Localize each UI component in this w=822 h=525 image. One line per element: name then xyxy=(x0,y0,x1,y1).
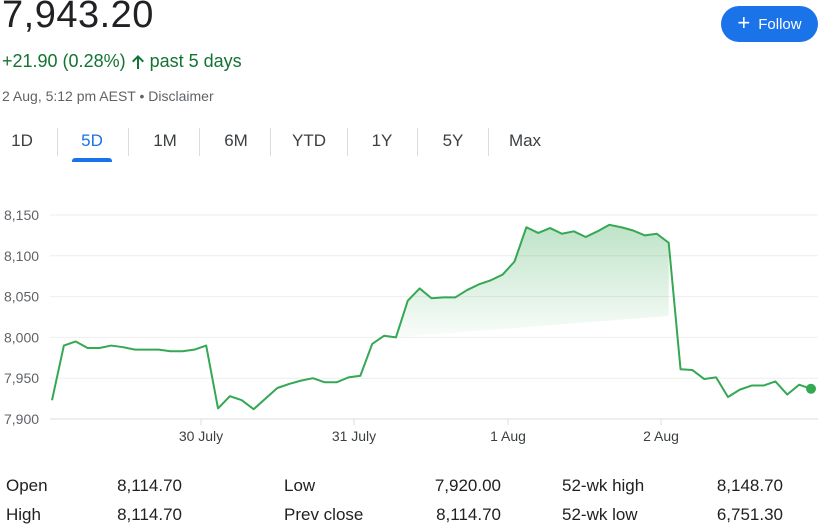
y-tick-label: 7,950 xyxy=(4,370,39,386)
x-tick-label: 1 Aug xyxy=(490,428,526,444)
tab-5y[interactable]: 5Y xyxy=(442,131,464,150)
plus-icon: + xyxy=(737,10,751,35)
x-tick-label: 30 July xyxy=(179,428,223,444)
price-chart[interactable]: 8,150 8,100 8,050 8,000 7,950 7,900 30 July 31 … xyxy=(0,190,822,450)
tab-1m[interactable]: 1M xyxy=(153,131,177,150)
tab-divider xyxy=(270,128,271,156)
stat-52wkhigh-label: 52-wk high xyxy=(562,476,645,495)
x-tick-label: 2 Aug xyxy=(643,428,679,444)
tab-5d[interactable]: 5D xyxy=(72,122,112,162)
x-tick-label: 31 July xyxy=(332,428,376,444)
stat-52wklow-value: 6,751.30 xyxy=(716,505,783,524)
tab-divider xyxy=(488,128,489,156)
follow-label: Follow xyxy=(758,15,802,33)
y-tick-label: 7,900 xyxy=(4,411,39,427)
y-tick-label: 8,000 xyxy=(4,329,39,345)
tab-divider xyxy=(199,128,200,156)
tab-divider xyxy=(57,128,58,156)
stat-low-value: 7,920.00 xyxy=(434,476,501,495)
y-tick-label: 8,100 xyxy=(4,248,39,264)
stat-open-label: Open xyxy=(6,476,48,495)
stat-high-value: 8,114.70 xyxy=(117,505,182,524)
area-fill xyxy=(395,224,669,338)
y-tick-label: 8,050 xyxy=(4,289,39,305)
current-point xyxy=(806,383,816,394)
tab-max[interactable]: Max xyxy=(508,131,542,150)
tab-divider xyxy=(417,128,418,156)
stat-open-value: 8,114.70 xyxy=(117,476,182,495)
tab-1y[interactable]: 1Y xyxy=(371,131,393,150)
stat-prevclose-label: Prev close xyxy=(284,505,364,524)
y-tick-label: 8,150 xyxy=(4,207,39,223)
timestamp-disclaimer[interactable]: 2 Aug, 5:12 pm AEST • Disclaimer xyxy=(2,88,214,104)
stat-prevclose-value: 8,114.70 xyxy=(436,505,501,524)
stat-52wklow-label: 52-wk low xyxy=(562,505,638,524)
tab-6m[interactable]: 6M xyxy=(224,131,248,150)
stat-52wkhigh-value: 8,148.70 xyxy=(716,476,783,495)
change-value: +21.90 (0.28%) xyxy=(2,51,126,71)
tab-divider xyxy=(347,128,348,156)
arrow-up-icon xyxy=(131,54,144,69)
tab-1d[interactable]: 1D xyxy=(11,131,33,150)
change-period: past 5 days xyxy=(149,51,242,71)
price-change: +21.90 (0.28%) past 5 days xyxy=(2,51,242,72)
tab-divider xyxy=(128,128,129,156)
current-price: 7,943.20 xyxy=(2,0,154,36)
stat-high-label: High xyxy=(6,505,41,524)
tab-ytd[interactable]: YTD xyxy=(292,131,326,150)
stat-low-label: Low xyxy=(284,476,316,495)
follow-button[interactable]: + Follow xyxy=(721,6,818,42)
price-line xyxy=(51,223,812,411)
